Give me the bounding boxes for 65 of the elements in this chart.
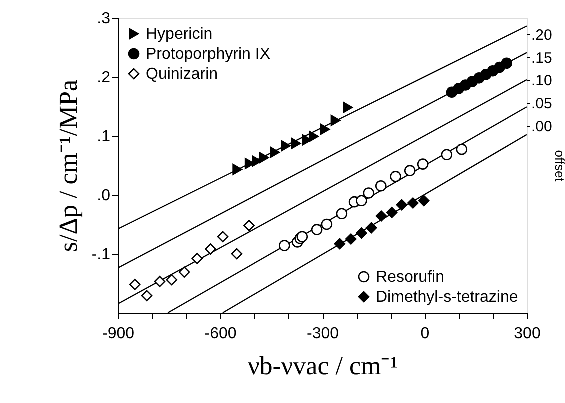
point xyxy=(232,164,243,176)
y-tick-label: .2 xyxy=(97,70,111,86)
point xyxy=(178,266,190,278)
point xyxy=(501,58,513,70)
legend-label: Quinizarin xyxy=(146,66,218,83)
point xyxy=(259,152,270,164)
x-tick-label: 0 xyxy=(420,326,430,342)
y2-tick-label: .15 xyxy=(532,50,552,67)
point xyxy=(166,274,178,286)
legend-label: Resorufin xyxy=(376,269,444,286)
point xyxy=(192,253,204,264)
point xyxy=(330,115,341,126)
x-tick-label: 300 xyxy=(514,326,541,342)
point xyxy=(320,124,330,136)
y-tick-label: .1 xyxy=(97,128,111,146)
point xyxy=(336,208,348,220)
point xyxy=(270,146,280,158)
y-tick-label: .3 xyxy=(97,10,111,28)
y-tick-label: -.1 xyxy=(92,246,111,264)
point xyxy=(390,171,402,182)
point xyxy=(363,188,375,199)
point xyxy=(366,222,378,234)
point xyxy=(343,102,354,114)
point xyxy=(441,149,453,161)
legend-label: Dimethyl-s-tetrazine xyxy=(376,289,518,306)
point xyxy=(309,130,319,142)
point xyxy=(396,199,408,211)
point xyxy=(154,276,166,288)
point xyxy=(408,198,419,209)
point xyxy=(375,180,387,192)
point xyxy=(231,248,243,260)
point xyxy=(356,195,368,207)
point xyxy=(129,279,141,290)
y-axis-title: s/Δp / cm⁻¹/MPa xyxy=(54,79,83,252)
point xyxy=(321,218,333,230)
y-tick-label: .0 xyxy=(97,188,111,204)
point xyxy=(217,231,229,243)
point xyxy=(386,207,398,218)
x-tick-label: -900 xyxy=(102,326,135,342)
point xyxy=(291,138,302,150)
legend-label: Hypericin xyxy=(146,26,213,43)
point xyxy=(404,165,416,176)
point xyxy=(418,195,430,207)
point xyxy=(376,210,388,222)
x-axis-title: νb-νvac / cm⁻¹ xyxy=(248,352,398,380)
point xyxy=(311,224,323,236)
point xyxy=(205,244,216,255)
point xyxy=(417,158,429,170)
y2-axis-title: offset xyxy=(552,150,565,182)
point xyxy=(296,231,308,243)
y2-tick-label: .10 xyxy=(532,72,552,90)
point xyxy=(456,144,468,156)
point xyxy=(141,290,153,302)
legend-label: Protoporphyrin IX xyxy=(146,46,271,63)
point xyxy=(244,220,255,232)
point xyxy=(356,228,368,239)
y2-tick-label: .05 xyxy=(532,95,552,112)
y2-tick-label: .20 xyxy=(532,26,552,44)
x-tick-label: -300 xyxy=(306,326,340,342)
point xyxy=(279,240,290,252)
point xyxy=(334,238,346,250)
y2-tick-label: .00 xyxy=(532,118,552,136)
point xyxy=(345,234,357,245)
x-tick-label: -600 xyxy=(204,326,237,342)
point xyxy=(281,140,292,152)
